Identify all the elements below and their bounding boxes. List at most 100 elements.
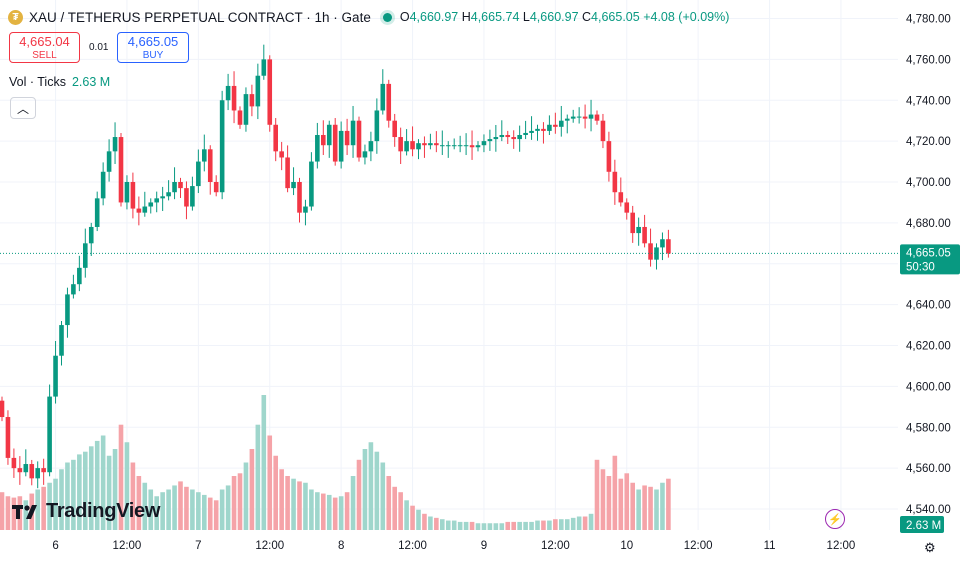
- volume-bar: [231, 476, 237, 530]
- volume-bar: [344, 492, 350, 530]
- candle-body: [303, 206, 308, 213]
- volume-bar: [178, 481, 183, 530]
- volume-bar: [71, 459, 76, 530]
- volume-bar: [315, 492, 320, 530]
- buy-button[interactable]: 4,665.05 BUY: [117, 32, 189, 63]
- volume-bar: [154, 496, 159, 530]
- volume-bar: [35, 489, 40, 530]
- volume-bar: [362, 449, 368, 530]
- y-axis-tick-label: 4,580.00: [906, 422, 951, 434]
- sell-price: 4,665.04: [19, 34, 70, 49]
- volume-bar: [130, 462, 136, 530]
- volume-tag-value: 2.63 M: [906, 520, 941, 532]
- volume-bar: [166, 489, 171, 530]
- candle-body: [624, 202, 630, 213]
- x-axis-tick-label: 12:00: [827, 540, 856, 552]
- volume-bar: [624, 473, 630, 530]
- tradingview-wordmark: TradingView: [46, 500, 161, 522]
- volume-bar: [338, 496, 344, 530]
- volume-bar: [600, 469, 606, 530]
- settings-gear-icon[interactable]: ⚙: [924, 540, 936, 555]
- candle-body: [457, 145, 463, 147]
- volume-bar: [511, 521, 516, 530]
- volume-bar: [190, 489, 195, 530]
- volume-bar: [505, 521, 511, 530]
- volume-legend[interactable]: Vol · Ticks 2.63 M: [9, 75, 110, 89]
- candle-body: [326, 124, 332, 146]
- volume-bar: [350, 476, 356, 530]
- volume-bar: [404, 500, 409, 530]
- volume-bar: [440, 519, 445, 530]
- volume-bar: [559, 519, 564, 530]
- candle-body: [291, 182, 296, 189]
- volume-bar: [172, 485, 177, 530]
- candle-body: [493, 137, 499, 140]
- volume-bar: [499, 523, 505, 530]
- volume-bar: [487, 523, 493, 530]
- x-axis-tick-label: 9: [481, 540, 487, 552]
- sell-label: SELL: [32, 50, 57, 61]
- candle-body: [77, 267, 82, 285]
- price-change: +4.08 (+0.09%): [643, 10, 730, 24]
- candle-body: [380, 83, 386, 111]
- candle-body: [463, 145, 469, 147]
- volume-bar: [202, 494, 207, 530]
- candle-body: [517, 134, 522, 140]
- volume-bar: [213, 500, 219, 530]
- candle-body: [582, 116, 588, 119]
- candle-body: [660, 239, 665, 248]
- volume-bar: [94, 440, 100, 530]
- symbol-title[interactable]: XAU / TETHERUS PERPETUAL CONTRACT · 1h ·…: [29, 9, 371, 25]
- candle-body: [309, 161, 314, 207]
- x-axis-tick-label: 12:00: [541, 540, 570, 552]
- candle-body: [23, 464, 29, 473]
- volume-bar: [83, 451, 88, 530]
- ohlc-values: O4,660.97 H4,665.74 L4,660.97 C4,665.05 …: [399, 10, 730, 24]
- volume-bar: [392, 486, 397, 530]
- candle-body: [576, 116, 582, 118]
- volume-bar: [23, 500, 29, 530]
- volume-bar: [618, 478, 624, 530]
- candle-body: [588, 114, 594, 119]
- volume-bar: [297, 481, 302, 530]
- volume-bar: [570, 517, 576, 530]
- candle-body: [487, 139, 493, 142]
- x-axis-tick-label: 10: [620, 540, 633, 552]
- candle-body: [196, 161, 201, 187]
- candle-body: [261, 59, 267, 76]
- candle-body: [398, 137, 403, 152]
- candle-body: [213, 182, 219, 193]
- volume-bar: [237, 473, 243, 530]
- bar-countdown: 50:30: [906, 261, 935, 273]
- candle-body: [386, 83, 392, 121]
- candle-body: [112, 137, 118, 152]
- volume-bar: [457, 521, 463, 530]
- lightning-icon[interactable]: ⚡: [825, 509, 845, 529]
- candle-body: [469, 145, 475, 148]
- volume-bar: [321, 493, 326, 530]
- volume-bar: [535, 520, 540, 530]
- candle-body: [356, 120, 362, 158]
- candle-body: [71, 284, 76, 295]
- x-axis-tick-label: 12:00: [113, 540, 142, 552]
- y-axis-tick-label: 4,620.00: [906, 341, 951, 353]
- volume-bar: [0, 492, 5, 530]
- candle-body: [666, 239, 671, 254]
- collapse-legend-button[interactable]: ︿: [10, 97, 36, 119]
- y-axis-tick-label: 4,760.00: [906, 54, 951, 66]
- candle-body: [392, 120, 397, 138]
- volume-bar: [77, 454, 82, 530]
- sell-button[interactable]: 4,665.04 SELL: [9, 32, 80, 63]
- volume-bar: [588, 513, 594, 530]
- x-axis-tick-label: 12:00: [255, 540, 284, 552]
- tradingview-logo[interactable]: TradingView: [12, 500, 160, 523]
- candle-body: [83, 243, 88, 268]
- volume-bar: [112, 449, 118, 530]
- x-axis-tick-label: 7: [195, 540, 201, 552]
- volume-bar: [136, 476, 142, 530]
- candle-body: [53, 355, 58, 397]
- candle-body: [297, 182, 302, 213]
- candle-body: [416, 143, 421, 150]
